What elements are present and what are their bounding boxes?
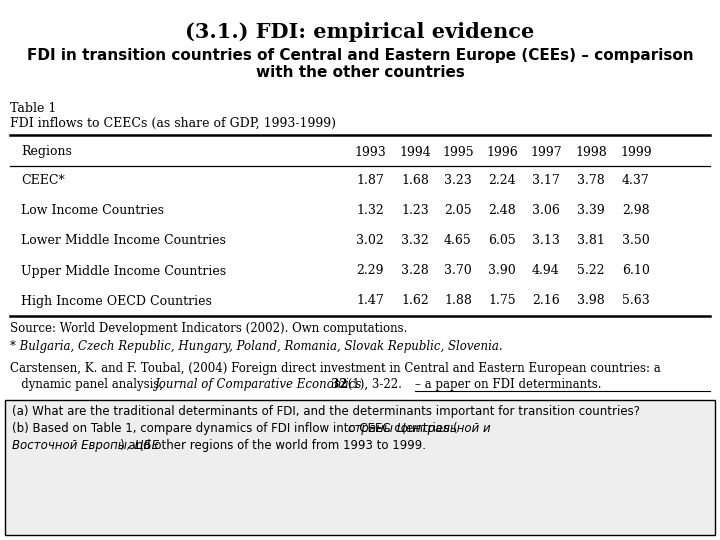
Text: Low Income Countries: Low Income Countries (21, 205, 164, 218)
Text: 5.63: 5.63 (622, 294, 650, 307)
Text: 3.98: 3.98 (577, 294, 605, 307)
Text: (1), 3-22.: (1), 3-22. (344, 378, 405, 391)
Text: 6.10: 6.10 (622, 265, 650, 278)
Text: dynamic panel analysis,: dynamic panel analysis, (10, 378, 167, 391)
Text: CEEC*: CEEC* (21, 174, 65, 187)
Text: 3.02: 3.02 (356, 234, 384, 247)
Text: * Bulgaria, Czech Republic, Hungary, Poland, Romania, Slovak Republic, Slovenia.: * Bulgaria, Czech Republic, Hungary, Pol… (10, 340, 503, 353)
Text: 1.88: 1.88 (444, 294, 472, 307)
Text: 1998: 1998 (575, 145, 607, 159)
Text: Carstensen, K. and F. Toubal, (2004) Foreign direct investment in Central and Ea: Carstensen, K. and F. Toubal, (2004) For… (10, 362, 661, 375)
Text: 3.28: 3.28 (401, 265, 429, 278)
Text: 3.90: 3.90 (488, 265, 516, 278)
Text: 3.13: 3.13 (532, 234, 560, 247)
Text: – a paper on FDI determinants.: – a paper on FDI determinants. (415, 378, 601, 391)
Text: 4.37: 4.37 (622, 174, 650, 187)
Text: 3.17: 3.17 (532, 174, 560, 187)
Text: 1996: 1996 (486, 145, 518, 159)
Text: (b) Based on Table 1, compare dynamics of FDI inflow into CEEC countries (: (b) Based on Table 1, compare dynamics o… (12, 422, 458, 435)
Text: (3.1.) FDI: empirical evidence: (3.1.) FDI: empirical evidence (185, 22, 535, 42)
Text: 2.48: 2.48 (488, 205, 516, 218)
Text: 1993: 1993 (354, 145, 386, 159)
Text: 1.23: 1.23 (401, 205, 429, 218)
Text: Восточной Европы, ЦБЕ: Восточной Европы, ЦБЕ (12, 439, 159, 452)
Text: 3.39: 3.39 (577, 205, 605, 218)
Text: 1.68: 1.68 (401, 174, 429, 187)
Text: 2.05: 2.05 (444, 205, 472, 218)
Text: Journal of Comparative Economics: Journal of Comparative Economics (155, 378, 362, 391)
Text: 3.50: 3.50 (622, 234, 650, 247)
Text: FDI in transition countries of Central and Eastern Europe (CEEs) – comparison
wi: FDI in transition countries of Central a… (27, 48, 693, 80)
Text: 1.32: 1.32 (356, 205, 384, 218)
Text: (a) What are the traditional determinants of FDI, and the determinants important: (a) What are the traditional determinant… (12, 405, 640, 418)
Text: 3.32: 3.32 (401, 234, 429, 247)
Text: Source: World Development Indicators (2002). Own computations.: Source: World Development Indicators (20… (10, 322, 408, 335)
Text: 3.70: 3.70 (444, 265, 472, 278)
Text: 5.22: 5.22 (577, 265, 605, 278)
Text: Upper Middle Income Countries: Upper Middle Income Countries (21, 265, 226, 278)
Text: 4.94: 4.94 (532, 265, 560, 278)
Text: 4.65: 4.65 (444, 234, 472, 247)
Text: 3.78: 3.78 (577, 174, 605, 187)
Text: 1.75: 1.75 (488, 294, 516, 307)
Text: 3.06: 3.06 (532, 205, 560, 218)
Text: 6.05: 6.05 (488, 234, 516, 247)
Text: 3.81: 3.81 (577, 234, 605, 247)
Text: Lower Middle Income Countries: Lower Middle Income Countries (21, 234, 226, 247)
Text: Regions: Regions (21, 145, 72, 159)
Text: High Income OECD Countries: High Income OECD Countries (21, 294, 212, 307)
Text: Table 1: Table 1 (10, 102, 56, 115)
Text: 2.98: 2.98 (622, 205, 650, 218)
Text: 1995: 1995 (442, 145, 474, 159)
Text: 1.47: 1.47 (356, 294, 384, 307)
Text: 1.62: 1.62 (401, 294, 429, 307)
Text: 32: 32 (327, 378, 348, 391)
Text: 3.23: 3.23 (444, 174, 472, 187)
Text: 2.29: 2.29 (356, 265, 384, 278)
Text: FDI inflows to CEECs (as share of GDP, 1993-1999): FDI inflows to CEECs (as share of GDP, 1… (10, 117, 336, 130)
Text: страны Центральной и: страны Центральной и (348, 422, 490, 435)
Text: 1997: 1997 (530, 145, 562, 159)
Text: ) and other regions of the world from 1993 to 1999.: ) and other regions of the world from 19… (120, 439, 426, 452)
Text: 2.24: 2.24 (488, 174, 516, 187)
Text: 1994: 1994 (399, 145, 431, 159)
Text: 1.87: 1.87 (356, 174, 384, 187)
Text: 2.16: 2.16 (532, 294, 560, 307)
Text: 1999: 1999 (620, 145, 652, 159)
Bar (5, 400, 715, 535)
